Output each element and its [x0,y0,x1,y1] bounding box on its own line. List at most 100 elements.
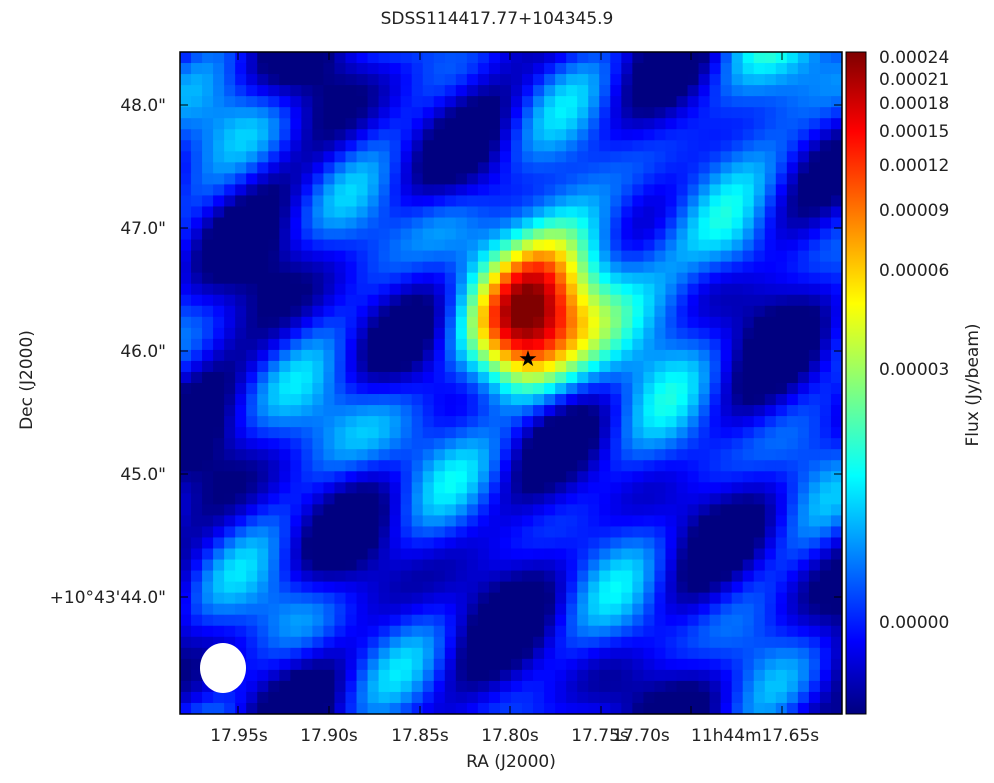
heatmap-cell [819,592,832,605]
heatmap-cell [378,482,391,494]
heatmap-cell [533,360,545,373]
heatmap-cell [544,394,556,406]
heatmap-cell [808,118,821,130]
heatmap-cell [709,658,722,671]
heatmap-cell [588,195,600,208]
heatmap-cell [588,283,600,296]
heatmap-cell [797,449,810,461]
heatmap-cell [301,548,313,561]
heatmap-cell [533,162,545,174]
heatmap-cell [599,460,611,472]
heatmap-cell [455,151,468,163]
heatmap-cell [632,371,644,384]
heatmap-cell [819,548,832,561]
heatmap-cell [444,338,457,351]
heatmap-cell [279,272,291,285]
heatmap-cell [356,581,369,594]
heatmap-cell [742,438,755,450]
heatmap-cell [720,658,733,671]
heatmap-cell [356,162,369,174]
heatmap-cell [257,371,269,384]
heatmap-cell [235,85,247,97]
heatmap-cell [742,614,755,627]
heatmap-cell [301,405,313,417]
heatmap-cell [202,162,214,174]
heatmap-cell [268,647,280,660]
heatmap-cell [610,427,622,439]
heatmap-cell [202,52,214,64]
heatmap-cell [367,63,380,75]
heatmap-cell [334,405,347,417]
heatmap-cell [224,537,236,550]
heatmap-cell [797,383,810,395]
heatmap-cell [654,570,667,583]
heatmap-cell [488,559,501,572]
heatmap-cell [830,394,842,406]
heatmap-cell [808,680,821,693]
heatmap-cell [268,449,280,461]
heatmap-cell [213,625,225,638]
heatmap-cell [290,85,302,97]
heatmap-cell [632,548,644,561]
heatmap-cell [742,405,755,417]
heatmap-cell [235,570,247,583]
heatmap-cell [257,570,269,583]
heatmap-cell [400,173,413,185]
heatmap-cell [466,360,479,373]
heatmap-cell [786,294,799,307]
heatmap-cell [444,416,457,428]
heatmap-cell [224,85,236,97]
heatmap-cell [466,63,479,75]
heatmap-cell [422,129,435,141]
heatmap-cell [224,349,236,362]
heatmap-cell [246,438,258,450]
heatmap-cell [400,118,413,130]
heatmap-cell [786,327,799,340]
heatmap-cell [400,63,413,75]
heatmap-cell [731,140,744,152]
heatmap-cell [599,548,611,561]
heatmap-cell [400,669,413,682]
y-tick-label: 48.0" [120,96,166,116]
heatmap-cell [566,195,578,208]
heatmap-cell [345,360,358,373]
heatmap-cell [334,625,347,638]
heatmap-cell [511,493,523,505]
heatmap-cell [466,129,479,141]
heatmap-cell [665,96,678,108]
heatmap-cell [235,129,247,141]
heatmap-cell [687,603,700,616]
heatmap-cell [753,427,766,439]
heatmap-cell [378,85,391,97]
heatmap-cell [665,460,678,472]
heatmap-cell [422,460,435,472]
heatmap-cell [378,206,391,219]
heatmap-cell [522,327,534,340]
heatmap-cell [610,438,622,450]
heatmap-cell [411,316,424,329]
heatmap-cell [202,526,214,539]
heatmap-cell [279,52,291,64]
heatmap-cell [235,173,247,185]
heatmap-cell [444,394,457,406]
heatmap-cell [819,360,832,373]
heatmap-cell [566,427,578,439]
heatmap-cell [224,184,236,197]
heatmap-cell [367,504,380,516]
heatmap-cell [577,427,589,439]
heatmap-cell [533,559,545,572]
heatmap-cell [202,636,214,649]
heatmap-cell [433,52,446,64]
colorbar-tick-label: 0.00012 [879,156,950,176]
heatmap-cell [356,327,369,340]
heatmap-cell [191,559,203,572]
heatmap-cell [455,493,468,505]
heatmap-cell [676,405,689,417]
heatmap-cell [687,691,700,704]
heatmap-cell [775,559,788,572]
heatmap-cell [202,504,214,516]
heatmap-cell [797,151,810,163]
heatmap-cell [224,460,236,472]
heatmap-cell [786,603,799,616]
heatmap-cell [389,85,402,97]
